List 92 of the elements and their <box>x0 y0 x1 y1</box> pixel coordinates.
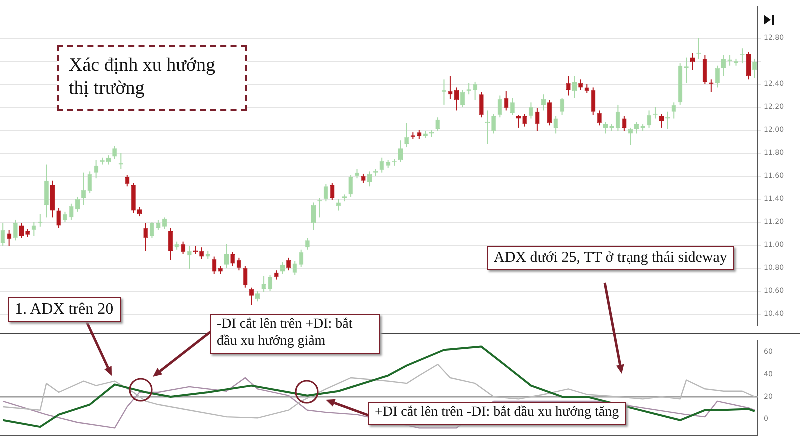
candlestick <box>112 146 118 160</box>
candlestick <box>740 48 745 64</box>
candlestick <box>597 110 602 126</box>
candlestick <box>504 90 509 112</box>
candlestick <box>137 206 142 218</box>
candlestick <box>603 122 608 134</box>
candlestick <box>0 222 6 247</box>
candlestick <box>591 87 596 116</box>
candlestick <box>436 117 440 132</box>
callout-box: 1. ADX trên 20 <box>8 297 121 322</box>
candlestick <box>156 219 161 231</box>
candlestick <box>292 260 298 276</box>
candlestick <box>299 249 304 268</box>
candlestick <box>516 114 522 128</box>
candlestick <box>88 171 92 194</box>
candlestick <box>485 110 490 145</box>
candlestick <box>75 196 80 212</box>
candlestick <box>572 76 578 99</box>
candlestick <box>361 173 366 184</box>
candlestick <box>746 52 752 80</box>
candlestick <box>150 222 155 239</box>
candlestick <box>659 114 664 128</box>
candlestick <box>528 102 534 120</box>
candlestick <box>69 203 74 220</box>
candlestick <box>200 247 204 260</box>
candlestick <box>330 182 335 201</box>
candlestick <box>324 184 329 202</box>
candlestick <box>262 276 266 293</box>
candlestick <box>702 55 708 85</box>
candlestick <box>616 104 621 132</box>
candlestick <box>236 257 242 272</box>
candlestick <box>168 228 174 261</box>
candlestick <box>311 202 316 231</box>
candlestick <box>19 222 24 239</box>
candlestick <box>492 114 496 134</box>
candlestick <box>94 160 99 180</box>
candlestick <box>398 140 404 163</box>
candlestick <box>180 241 186 255</box>
candlestick <box>715 65 720 88</box>
candlestick <box>336 198 341 212</box>
candlestick <box>44 164 49 218</box>
callout-box: Xác định xu hướng thị trường <box>57 45 247 111</box>
candlestick <box>578 79 584 91</box>
candlestick <box>6 230 12 247</box>
candlestick <box>722 55 726 77</box>
candlestick <box>696 38 702 60</box>
candlestick <box>212 256 217 275</box>
candlestick <box>560 98 565 116</box>
callout-box: ADX dưới 25, TT ở trạng thái sideway <box>487 246 734 270</box>
candlestick <box>162 217 167 230</box>
candlestick <box>535 108 540 132</box>
candlestick <box>417 130 422 140</box>
candlestick <box>348 174 354 198</box>
candlestick <box>318 198 322 218</box>
candlestick <box>548 100 552 126</box>
candlestick <box>305 238 310 250</box>
candlestick <box>404 122 410 148</box>
candlestick <box>510 98 515 116</box>
candlestick <box>286 257 292 272</box>
candlestick <box>448 76 453 100</box>
candlestick <box>380 157 384 174</box>
candlestick <box>498 95 502 118</box>
candlestick <box>454 87 459 112</box>
candlestick <box>249 287 254 306</box>
candlestick <box>752 58 758 80</box>
candlestick <box>628 127 633 146</box>
candlestick <box>541 94 546 112</box>
callout-box: +DI cắt lên trên -DI: bắt đầu xu hướng tăng <box>368 402 626 425</box>
candlestick <box>634 122 640 134</box>
candlestick <box>672 102 676 120</box>
candlestick <box>256 290 260 302</box>
candlestick <box>125 174 130 188</box>
candlestick <box>56 208 62 229</box>
candlestick <box>566 76 571 96</box>
candlestick <box>584 84 590 94</box>
candlestick <box>690 52 696 71</box>
candlestick <box>472 81 478 101</box>
candlestick <box>144 222 148 252</box>
candlestick <box>13 219 18 242</box>
candlestick <box>38 214 43 228</box>
callout-box: -DI cắt lên trên +DI: bắt đầu xu hướng giảm <box>210 314 380 354</box>
candlestick <box>646 110 652 128</box>
candlestick <box>554 116 558 134</box>
candlestick <box>82 172 86 206</box>
candlestick <box>243 265 248 288</box>
candlestick <box>268 274 273 292</box>
candlestick <box>460 90 466 108</box>
candlestick <box>442 79 447 106</box>
candlestick <box>622 116 627 132</box>
candlestick <box>224 244 230 269</box>
candlestick <box>354 168 360 180</box>
candlestick <box>367 171 372 188</box>
